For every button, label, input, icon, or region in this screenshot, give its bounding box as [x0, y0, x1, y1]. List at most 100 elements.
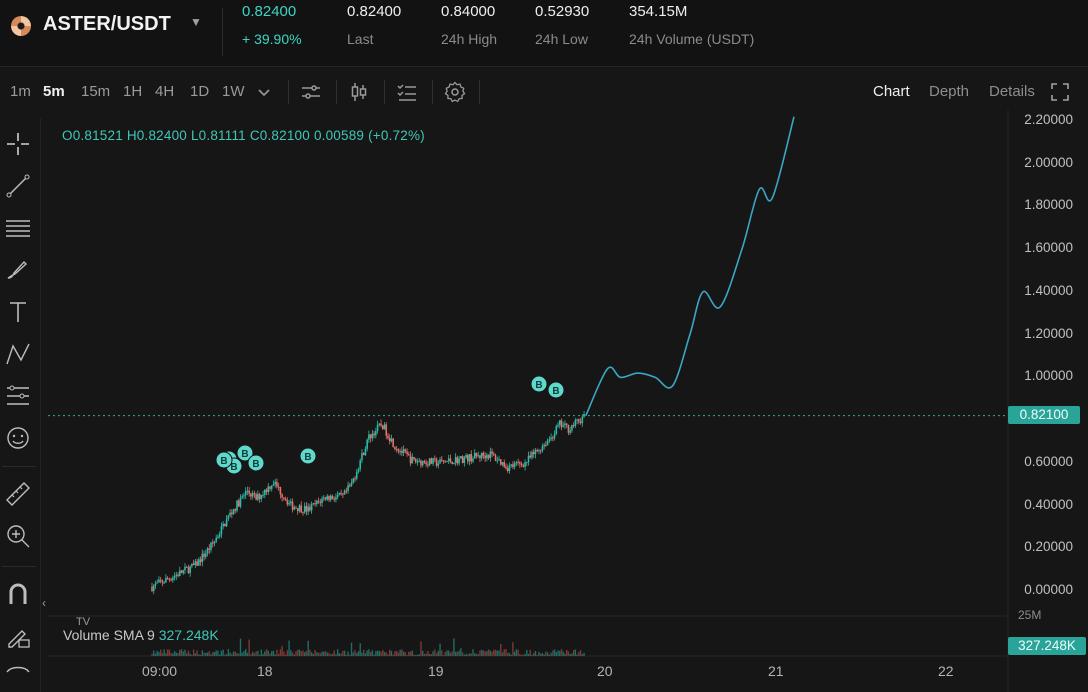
timeframe-1d[interactable]: 1D — [190, 83, 210, 100]
collapse-toolbar-icon[interactable]: ‹ — [42, 596, 46, 610]
pair-selector[interactable]: ASTER/USDT — [43, 13, 171, 35]
candle-body — [468, 454, 471, 462]
volume-bar — [470, 653, 472, 656]
emoji-icon[interactable] — [4, 424, 32, 452]
candle-body — [387, 435, 389, 439]
candle-body — [493, 453, 495, 456]
candle-body — [335, 497, 337, 500]
volume-bar — [390, 650, 393, 656]
volume-bar — [156, 650, 158, 656]
list-icon[interactable] — [395, 80, 419, 104]
pattern-icon[interactable] — [4, 340, 32, 368]
volume-bar — [513, 651, 516, 656]
brush-icon[interactable] — [4, 256, 32, 284]
timeframe-5m[interactable]: 5m — [43, 83, 65, 100]
timeframe-1m[interactable]: 1m — [10, 83, 31, 100]
volume-bar — [335, 654, 337, 656]
volume-bar — [201, 650, 204, 656]
ohlc-high: H0.82400 — [126, 128, 188, 143]
candle-body — [416, 461, 419, 463]
chevron-down-icon[interactable] — [252, 80, 276, 104]
lock-pencil-icon[interactable] — [4, 622, 32, 650]
volume-bar — [552, 650, 554, 656]
prediction-icon[interactable] — [4, 382, 32, 410]
candle-body — [373, 433, 375, 436]
candle-body — [380, 423, 382, 426]
candle-body — [317, 500, 320, 502]
tab-chart[interactable]: Chart — [873, 83, 910, 100]
candle-body — [475, 452, 478, 457]
candle-body — [246, 490, 249, 492]
candle-type-icon[interactable] — [347, 80, 371, 104]
candle-body — [305, 505, 308, 512]
volume-bar — [300, 651, 302, 656]
timeframe-1w[interactable]: 1W — [222, 83, 245, 100]
candle-body — [263, 489, 266, 495]
indicators-icon[interactable] — [299, 80, 323, 104]
trendline-icon[interactable] — [4, 172, 32, 200]
candle-body — [562, 425, 565, 427]
divider — [288, 80, 289, 104]
candle-body — [357, 469, 360, 472]
ruler-icon[interactable] — [4, 480, 32, 508]
timeframe-4h[interactable]: 4H — [155, 83, 175, 100]
chevron-down-icon[interactable]: ▼ — [190, 15, 202, 29]
volume-bar — [553, 649, 556, 656]
candle-body — [173, 575, 176, 578]
volume-bar — [428, 654, 431, 656]
candle-body — [470, 454, 473, 462]
volume-bar — [274, 654, 276, 656]
volume-bar — [366, 650, 368, 656]
candle-body — [175, 574, 178, 576]
volume-bar — [468, 653, 471, 656]
volume-bar — [333, 650, 335, 656]
zoom-in-icon[interactable] — [4, 522, 32, 550]
volume-bar — [444, 652, 446, 656]
divider — [432, 80, 433, 104]
candle-body — [574, 420, 577, 426]
volume-bar — [564, 653, 566, 656]
text-icon[interactable] — [4, 298, 32, 326]
crosshair-icon[interactable] — [4, 130, 32, 158]
volume-bar — [345, 654, 348, 656]
volume-bar — [265, 649, 268, 656]
candle-body — [189, 566, 191, 574]
volume-bar — [175, 652, 177, 656]
price-axis-label: 0.60000 — [1024, 453, 1073, 469]
candle-body — [184, 566, 186, 571]
horizontal-lines-icon[interactable] — [4, 214, 32, 242]
settings-icon[interactable] — [443, 80, 467, 104]
change-percent: + 39.90% — [242, 31, 302, 47]
fullscreen-icon[interactable] — [1050, 82, 1070, 102]
candle-body — [371, 433, 374, 439]
candle-body — [395, 448, 398, 450]
volume-bar — [297, 649, 299, 656]
volume-bar — [362, 649, 365, 656]
timeframe-15m[interactable]: 15m — [81, 83, 111, 100]
candle-body — [558, 420, 561, 425]
volume-bar — [359, 643, 361, 656]
candle-body — [479, 455, 481, 459]
buy-marker-label: B — [535, 380, 542, 391]
candle-body — [166, 577, 169, 579]
volume-bar — [225, 654, 228, 656]
volume-bar — [565, 649, 568, 656]
divider — [2, 566, 36, 567]
tab-details[interactable]: Details — [989, 83, 1035, 100]
candle-body — [515, 462, 518, 464]
candle-body — [326, 495, 329, 500]
candle-body — [536, 449, 538, 451]
volume-bar — [184, 649, 186, 656]
timeframe-1h[interactable]: 1H — [123, 83, 143, 100]
candle-body — [154, 583, 157, 586]
magnet-icon[interactable] — [4, 580, 32, 608]
volume-bar — [501, 652, 504, 656]
eye-icon[interactable] — [4, 658, 32, 686]
candle-body — [487, 454, 490, 459]
volume-bar — [347, 651, 349, 656]
volume-bar — [182, 651, 184, 656]
volume-bar — [231, 654, 233, 656]
tab-depth[interactable]: Depth — [929, 83, 970, 100]
price-axis-label: 2.20000 — [1024, 112, 1073, 127]
